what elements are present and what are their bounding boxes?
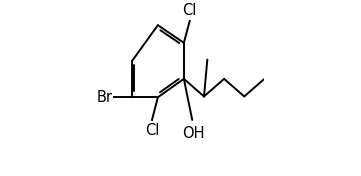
Text: Br: Br bbox=[96, 90, 113, 105]
Text: Cl: Cl bbox=[183, 3, 197, 18]
Text: OH: OH bbox=[182, 126, 204, 141]
Text: Cl: Cl bbox=[145, 123, 159, 138]
